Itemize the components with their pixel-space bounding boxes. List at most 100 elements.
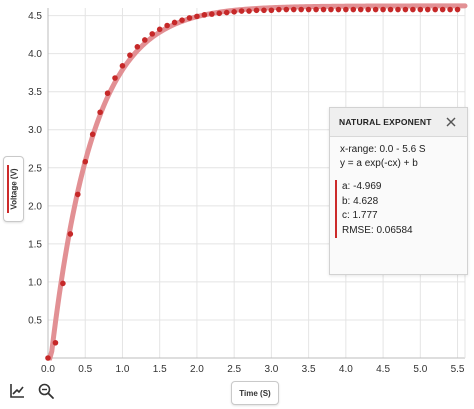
data-points-layer (45, 6, 461, 361)
data-point[interactable] (298, 6, 304, 13)
fit-rmse: RMSE: 0.06584 (342, 224, 413, 236)
x-tick-label: 5.5 (451, 364, 465, 375)
data-point[interactable] (305, 6, 312, 13)
data-point[interactable] (395, 6, 401, 13)
data-point[interactable] (119, 63, 126, 69)
data-point[interactable] (454, 6, 461, 13)
data-point[interactable] (424, 6, 431, 13)
data-point[interactable] (194, 13, 200, 20)
y-tick-label: 3.0 (28, 125, 42, 136)
fit-info: x-range: 0.0 - 5.6 S y = a exp(-cx) + b (330, 137, 467, 171)
data-point[interactable] (410, 6, 416, 13)
data-point[interactable] (417, 6, 424, 13)
y-tick-label: 2.5 (28, 163, 42, 174)
data-point[interactable] (261, 7, 267, 14)
data-point[interactable] (60, 280, 66, 287)
data-point[interactable] (268, 7, 275, 14)
x-tick-label: 0.5 (78, 364, 92, 375)
y-tick-label: 1.5 (28, 239, 42, 250)
y-axis-label: Voltage (V) (9, 168, 19, 210)
data-point[interactable] (156, 26, 163, 33)
data-point[interactable] (223, 9, 230, 16)
data-point[interactable] (447, 6, 453, 13)
tick-labels: 0.0 0.5 1.0 1.5 2.0 2.5 3.0 3.5 4.0 4.5 5.0 5.5 0.5 1… (28, 11, 465, 375)
y-tick-label: 2.0 (28, 201, 42, 212)
data-point[interactable] (439, 6, 446, 13)
data-point[interactable] (335, 6, 342, 13)
data-point[interactable] (74, 191, 81, 198)
data-point[interactable] (365, 6, 372, 13)
data-point[interactable] (52, 339, 59, 346)
x-axis-label-button[interactable]: Time (S) (231, 381, 279, 405)
close-icon (446, 117, 456, 127)
series-color-marker (7, 165, 9, 213)
data-point[interactable] (209, 11, 215, 17)
data-point[interactable] (402, 6, 409, 13)
fit-parameters: a: -4.969 b: 4.628 c: 1.777 RMSE: 0.0658… (335, 180, 467, 238)
fit-equation: y = a exp(-cx) + b (340, 158, 418, 169)
data-point[interactable] (67, 231, 74, 237)
x-tick-label: 3.0 (264, 364, 278, 375)
line-chart-icon (8, 382, 26, 405)
x-tick-label: 3.5 (302, 364, 316, 375)
y-tick-label: 0.5 (28, 315, 42, 326)
x-tick-label: 1.5 (153, 364, 167, 375)
data-point[interactable] (82, 158, 89, 165)
data-point[interactable] (276, 6, 282, 13)
data-point[interactable] (216, 10, 223, 17)
data-point[interactable] (290, 6, 297, 13)
data-point[interactable] (134, 44, 141, 50)
data-point[interactable] (45, 355, 51, 361)
x-tick-label: 4.5 (376, 364, 390, 375)
data-point[interactable] (380, 6, 386, 13)
data-point[interactable] (171, 19, 178, 26)
data-point[interactable] (201, 12, 208, 18)
zoom-tool-button[interactable] (35, 382, 57, 404)
data-point[interactable] (164, 22, 170, 29)
fit-x-range: x-range: 0.0 - 5.6 S (340, 144, 426, 155)
data-point[interactable] (142, 37, 148, 43)
y-axis-label-button[interactable]: Voltage (V) (3, 156, 24, 222)
x-tick-label: 2.5 (227, 364, 241, 375)
data-point[interactable] (320, 6, 327, 13)
fit-param-a: a: -4.969 (342, 181, 382, 192)
curve-fit-panel: NATURAL EXPONENT x-range: 0.0 - 5.6 S y … (329, 107, 468, 275)
fit-panel-header: NATURAL EXPONENT (330, 108, 467, 137)
x-tick-label: 2.0 (190, 364, 204, 375)
data-point[interactable] (186, 15, 193, 21)
data-point[interactable] (357, 6, 364, 13)
fit-panel-title: NATURAL EXPONENT (339, 117, 432, 127)
y-tick-label: 1.0 (28, 277, 42, 288)
data-point[interactable] (372, 6, 379, 13)
x-tick-label: 0.0 (41, 364, 55, 375)
data-point[interactable] (350, 6, 357, 13)
x-tick-label: 5.0 (413, 364, 427, 375)
data-point[interactable] (343, 6, 349, 13)
x-tick-label: 1.0 (116, 364, 130, 375)
data-point[interactable] (97, 109, 103, 116)
data-point[interactable] (149, 31, 156, 37)
zoom-icon (37, 382, 55, 405)
data-point[interactable] (231, 9, 237, 15)
y-tick-label: 4.5 (28, 11, 42, 22)
data-point[interactable] (127, 52, 133, 58)
data-point[interactable] (432, 6, 439, 13)
data-point[interactable] (387, 6, 394, 13)
data-point[interactable] (89, 131, 96, 138)
x-tick-label: 4.0 (339, 364, 353, 375)
data-point[interactable] (246, 8, 252, 14)
close-button[interactable] (443, 114, 459, 130)
data-point[interactable] (328, 6, 334, 13)
line-chart-tool-button[interactable] (6, 382, 28, 404)
data-point[interactable] (112, 75, 118, 81)
data-point[interactable] (313, 6, 319, 13)
data-point[interactable] (104, 90, 111, 97)
fit-param-c: c: 1.777 (342, 210, 378, 221)
y-tick-label: 4.0 (28, 49, 42, 60)
fit-param-b: b: 4.628 (342, 195, 379, 207)
data-point[interactable] (283, 6, 290, 13)
data-point[interactable] (179, 17, 185, 23)
y-tick-label: 3.5 (28, 87, 42, 98)
data-point[interactable] (238, 8, 245, 14)
data-point[interactable] (253, 7, 260, 14)
